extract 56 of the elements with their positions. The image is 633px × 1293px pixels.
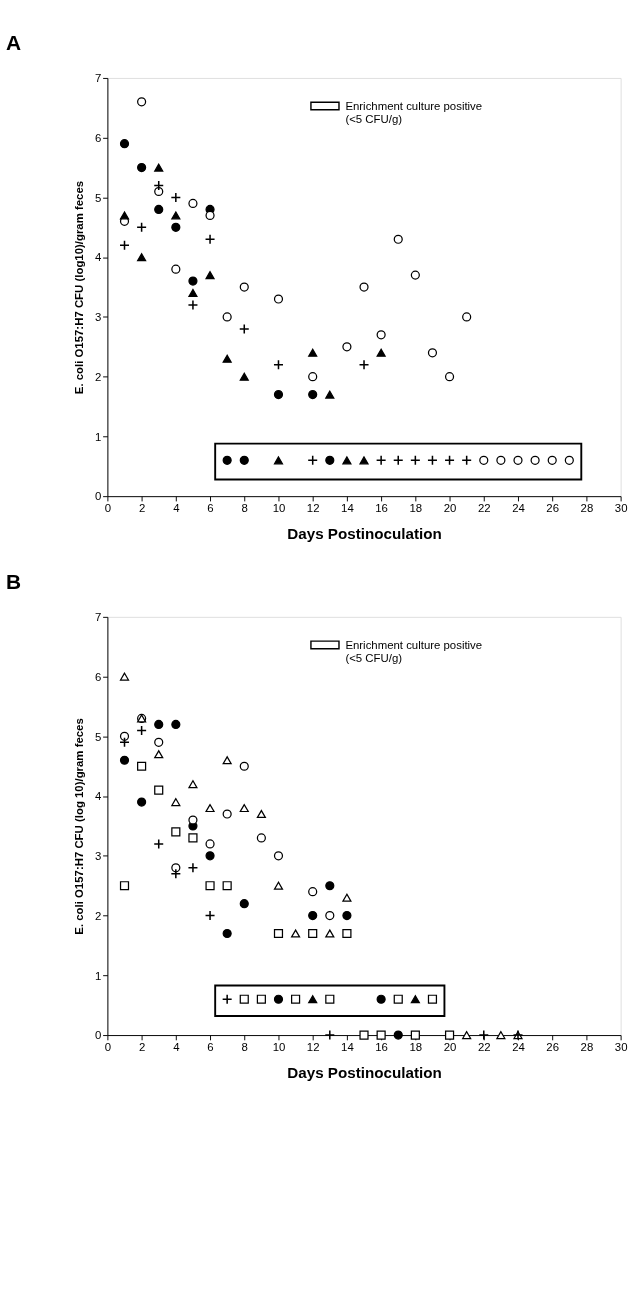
x-tick-label: 28 xyxy=(580,501,594,514)
x-tick-label: 12 xyxy=(306,1040,320,1053)
x-tick-label: 6 xyxy=(207,1040,214,1053)
x-tick-label: 2 xyxy=(138,501,146,514)
y-axis-title: E. coli O157:H7 CFU (log10)/gram feces xyxy=(72,180,85,395)
y-axis-title: E. coli O157:H7 CFU (log 10)/gram feces xyxy=(72,718,85,935)
x-tick-label: 24 xyxy=(512,1040,525,1053)
y-tick-label: 0 xyxy=(94,1029,102,1042)
x-tick-label: 30 xyxy=(614,501,628,514)
y-tick-label: 7 xyxy=(94,72,102,85)
x-tick-label: 22 xyxy=(477,1040,491,1053)
legend-label: Enrichment culture positive (<5 CFU/g) xyxy=(345,638,483,665)
y-tick-label: 1 xyxy=(94,969,102,982)
x-tick-label: 16 xyxy=(375,501,388,514)
y-tick-label: 3 xyxy=(94,311,102,324)
x-tick-label: 20 xyxy=(443,1040,457,1053)
y-tick-label: 1 xyxy=(94,430,102,443)
y-tick-label: 5 xyxy=(94,191,102,204)
x-tick-label: 8 xyxy=(241,1040,248,1053)
x-tick-label: 4 xyxy=(173,501,180,514)
x-axis-title: Days Postinoculation xyxy=(287,1064,442,1082)
chart-title: A xyxy=(6,31,22,55)
x-tick-label: 26 xyxy=(546,1040,560,1053)
x-tick-label: 4 xyxy=(173,1040,180,1053)
x-tick-label: 28 xyxy=(580,1040,594,1053)
x-tick-label: 12 xyxy=(306,501,320,514)
x-tick-label: 10 xyxy=(272,1040,286,1053)
y-tick-label: 5 xyxy=(94,730,102,743)
y-tick-label: 6 xyxy=(94,131,102,144)
y-tick-label: 4 xyxy=(94,251,102,264)
x-tick-label: 14 xyxy=(341,1040,354,1053)
x-tick-label: 2 xyxy=(138,1040,146,1053)
x-tick-label: 10 xyxy=(272,501,286,514)
x-tick-label: 8 xyxy=(241,501,248,514)
x-tick-label: 22 xyxy=(477,501,491,514)
x-axis-title: Days Postinoculation xyxy=(287,525,442,543)
legend-label: Enrichment culture positive (<5 CFU/g) xyxy=(345,99,483,126)
x-tick-label: 30 xyxy=(614,1040,628,1053)
y-tick-label: 2 xyxy=(94,370,102,383)
chart-title: B xyxy=(6,570,22,594)
x-tick-label: 24 xyxy=(512,501,525,514)
y-tick-label: 4 xyxy=(94,790,102,803)
y-tick-label: 2 xyxy=(94,909,102,922)
x-tick-label: 18 xyxy=(409,1040,423,1053)
x-tick-label: 6 xyxy=(207,501,214,514)
x-tick-label: 26 xyxy=(546,501,560,514)
x-tick-label: 0 xyxy=(104,501,112,514)
y-tick-label: 6 xyxy=(94,670,102,683)
x-tick-label: 18 xyxy=(409,501,423,514)
x-tick-label: 0 xyxy=(104,1040,112,1053)
x-tick-label: 16 xyxy=(375,1040,388,1053)
y-tick-label: 3 xyxy=(94,850,102,863)
y-tick-label: 0 xyxy=(94,490,102,503)
x-tick-label: 20 xyxy=(443,501,457,514)
y-tick-label: 7 xyxy=(94,611,102,624)
x-tick-label: 14 xyxy=(341,501,354,514)
